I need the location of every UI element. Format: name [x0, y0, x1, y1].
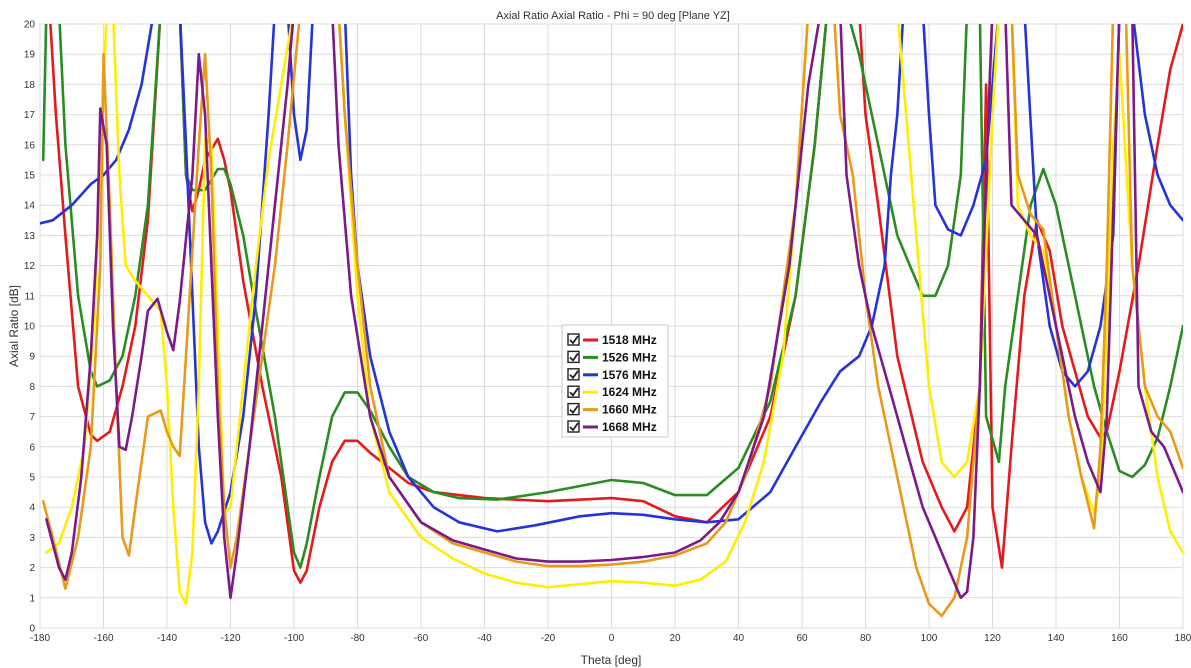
- legend-label: 1668 MHz: [602, 420, 657, 434]
- legend-checkbox[interactable]: [567, 333, 580, 346]
- check-icon: [569, 335, 579, 345]
- x-tick-label: 180: [1175, 633, 1191, 644]
- legend-item[interactable]: 1576 MHz: [567, 368, 657, 382]
- series-layer: [40, 24, 1183, 618]
- check-icon: [569, 405, 579, 414]
- y-tick-label: 3: [29, 533, 35, 544]
- x-tick-label: 20: [669, 633, 681, 644]
- x-tick-label: -80: [350, 633, 365, 644]
- legend-label: 1660 MHz: [602, 403, 657, 417]
- y-tick-label: 12: [24, 261, 36, 272]
- legend-item[interactable]: 1518 MHz: [567, 333, 657, 347]
- x-tick-label: 60: [796, 633, 808, 644]
- y-axis-label: Axial Ratio [dB]: [7, 285, 21, 367]
- y-tick-label: 18: [24, 80, 36, 91]
- tick-labels: -180 -160 -140 -120 -100 -80 -60 -40 -20 0 20 40 60 8…: [24, 20, 1191, 645]
- y-tick-label: 4: [29, 503, 35, 514]
- y-tick-label: 20: [24, 20, 36, 31]
- legend-item[interactable]: 1668 MHz: [567, 420, 657, 434]
- y-tick-label: 17: [24, 110, 36, 121]
- y-tick-label: 14: [24, 201, 36, 212]
- x-tick-label: 80: [860, 633, 872, 644]
- x-tick-label: 160: [1111, 633, 1128, 644]
- legend-label: 1518 MHz: [602, 333, 657, 347]
- check-icon: [569, 352, 579, 362]
- x-tick-label: -160: [93, 633, 113, 644]
- series-line-3: [40, 24, 1183, 545]
- y-tick-label: 1: [29, 593, 35, 604]
- legend-label: 1624 MHz: [602, 385, 657, 399]
- x-tick-label: -20: [541, 633, 556, 644]
- y-tick-label: 5: [29, 473, 35, 484]
- y-tick-label: 0: [29, 624, 35, 635]
- x-tick-label: 140: [1048, 633, 1065, 644]
- x-tick-label: -40: [477, 633, 492, 644]
- y-tick-label: 16: [24, 140, 36, 151]
- x-tick-label: 0: [609, 633, 615, 644]
- legend-checkbox[interactable]: [567, 385, 580, 398]
- legend-checkbox[interactable]: [567, 420, 580, 433]
- check-icon: [569, 370, 579, 380]
- legend-label: 1576 MHz: [602, 368, 657, 382]
- series-line-5: [41, 24, 1183, 618]
- legend-item[interactable]: 1660 MHz: [567, 402, 657, 417]
- y-tick-label: 11: [25, 291, 36, 302]
- legend: 1518 MHz 1526 MHz 1576 MHz 1624 MHz 1660 MHz…: [561, 324, 669, 438]
- y-tick-label: 9: [29, 352, 35, 363]
- series-line-6: [45, 24, 1183, 600]
- x-tick-label: -140: [157, 633, 177, 644]
- x-tick-label: 120: [984, 633, 1001, 644]
- y-tick-label: 8: [29, 382, 35, 393]
- legend-label: 1526 MHz: [602, 350, 657, 364]
- x-tick-label: 40: [733, 633, 745, 644]
- x-tick-label: -60: [414, 633, 429, 644]
- x-tick-label: -100: [284, 633, 304, 644]
- y-tick-label: 2: [29, 563, 35, 574]
- y-tick-label: 7: [29, 412, 35, 423]
- legend-item[interactable]: 1526 MHz: [567, 350, 657, 364]
- y-tick-label: 6: [29, 442, 35, 453]
- check-icon: [569, 422, 579, 432]
- legend-checkbox[interactable]: [567, 368, 580, 381]
- check-icon: [569, 387, 579, 397]
- x-axis-label: Theta [deg]: [581, 653, 642, 667]
- series-line-4: [45, 24, 1183, 606]
- x-tick-label: -120: [220, 633, 240, 644]
- y-tick-label: 13: [24, 231, 36, 242]
- y-tick-label: 10: [24, 322, 36, 333]
- x-tick-label: -180: [30, 633, 50, 644]
- legend-checkbox[interactable]: [567, 402, 580, 416]
- legend-item[interactable]: 1624 MHz: [567, 385, 657, 399]
- legend-checkbox[interactable]: [567, 350, 580, 364]
- chart-title: Axial Ratio Axial Ratio - Phi = 90 deg […: [496, 10, 730, 22]
- y-tick-label: 15: [24, 171, 36, 182]
- x-tick-label: 100: [921, 633, 938, 644]
- y-tick-label: 19: [24, 50, 36, 61]
